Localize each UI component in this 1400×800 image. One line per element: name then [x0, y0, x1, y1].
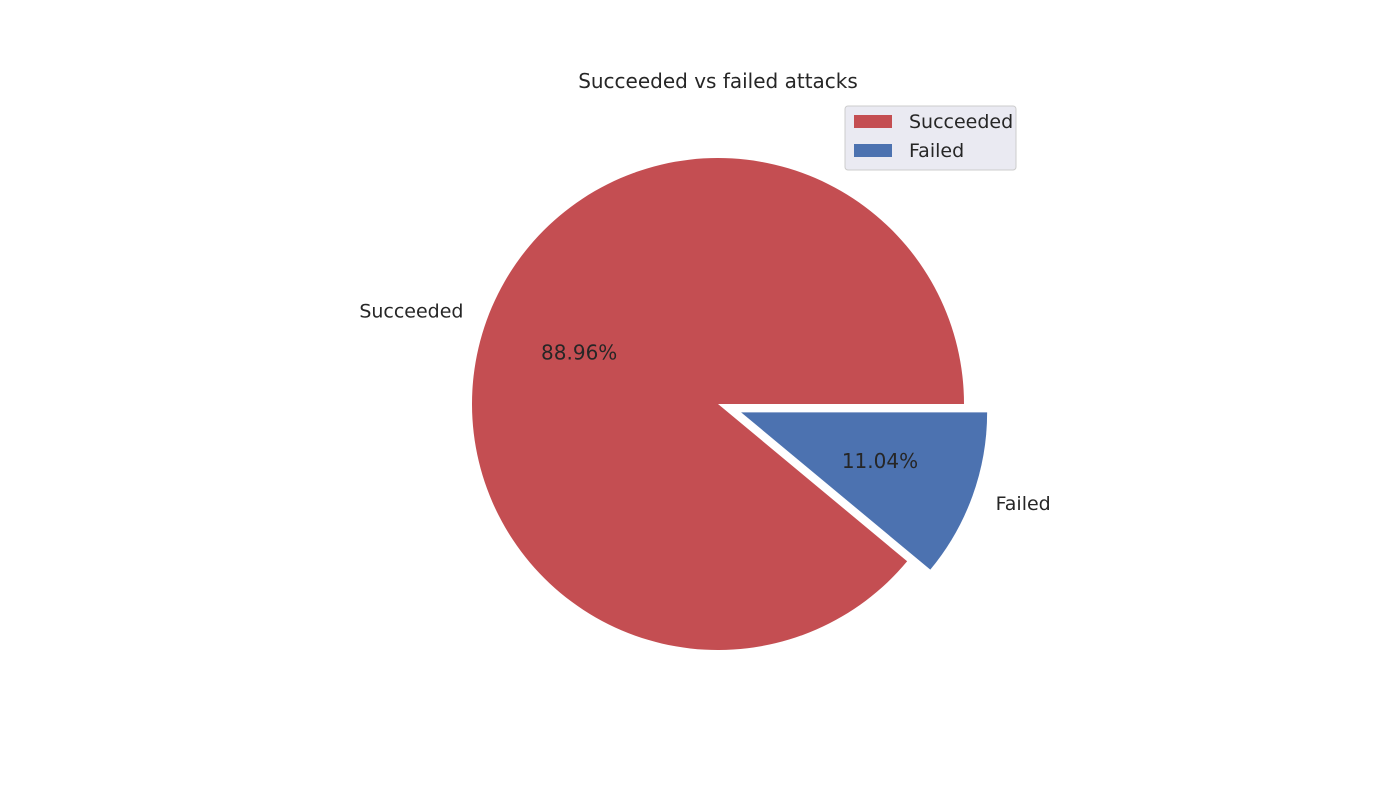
- pie-category-label-failed: Failed: [996, 493, 1051, 515]
- chart-title: Succeeded vs failed attacks: [578, 69, 858, 93]
- legend-swatch-succeeded: [854, 115, 892, 128]
- legend-swatch-failed: [854, 144, 892, 157]
- legend-label-failed: Failed: [909, 140, 964, 162]
- pie-slice-failed: [741, 412, 988, 570]
- legend-label-succeeded: Succeeded: [909, 111, 1013, 133]
- pie-slice-succeeded: [472, 158, 964, 650]
- pie-percent-label-failed: 11.04%: [842, 449, 918, 473]
- pie-labels: 88.96% Succeeded 11.04% Failed: [359, 301, 1050, 515]
- pie-percent-label-succeeded: 88.96%: [541, 340, 617, 364]
- pie-slices: [472, 158, 988, 650]
- pie-category-label-succeeded: Succeeded: [359, 301, 463, 323]
- chart-legend: Succeeded Failed: [844, 105, 1017, 171]
